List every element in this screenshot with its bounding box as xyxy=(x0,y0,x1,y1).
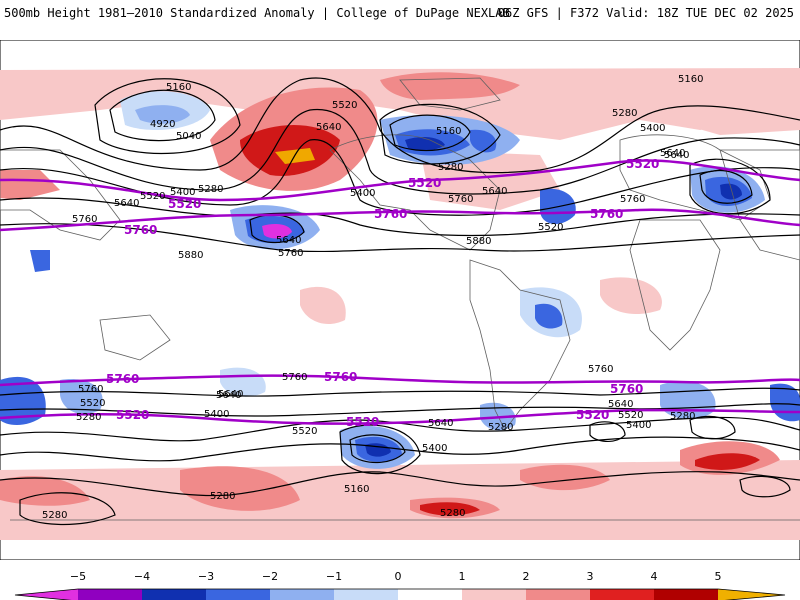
colorbar-segment-2 xyxy=(142,589,206,600)
colorbar-tick-neg2: −2 xyxy=(261,570,279,583)
contour-label-s-5400d: 5400 xyxy=(626,420,651,431)
colorbar-segment-4 xyxy=(270,589,334,600)
contour-label-pac-5760b: 5760 xyxy=(278,248,303,259)
colorbar-graphic xyxy=(14,588,786,600)
contour-label-s-5760a: 5760 xyxy=(78,384,103,395)
contour-label-s-5520a: 5520 xyxy=(80,398,105,409)
run-info: 06Z GFS | F372 Valid: 18Z TUE DEC 02 202… xyxy=(497,6,794,20)
colorbar-segment-7 xyxy=(462,589,526,600)
colorbar-segment-8 xyxy=(526,589,590,600)
contour-label-us-5400: 5400 xyxy=(350,188,375,199)
colorbar-segment-3 xyxy=(206,589,270,600)
contour-label-eu-5640: 5640 xyxy=(664,150,689,161)
contour-label-s-5520b: 5520 xyxy=(292,426,317,437)
map-title: 500mb Height 1981–2010 Standardized Anom… xyxy=(4,6,510,20)
contour-label-nat-5280: 5280 xyxy=(612,108,637,119)
highlight-contours xyxy=(0,159,800,425)
colorbar-segment-10 xyxy=(654,589,718,600)
contour-label-s-5640c: 5640 xyxy=(428,418,453,429)
contour-label-s-5400c: 5400 xyxy=(422,443,447,454)
contour-label-s-5280d: 5280 xyxy=(670,411,695,422)
contour-label-us-5640: 5640 xyxy=(482,186,507,197)
coastlines xyxy=(0,77,800,521)
contour-label-s-5640b: 5640 xyxy=(218,389,243,400)
highlight-label-s5760-c: 5760 xyxy=(610,382,643,396)
contour-label-s-5280g: 5280 xyxy=(440,508,465,519)
contour-label-s-5280e: 5280 xyxy=(210,491,235,502)
contour-label-ak-5520: 5520 xyxy=(332,100,357,111)
contour-label-us-5760: 5760 xyxy=(448,194,473,205)
highlight-label-s5520-b: 5520 xyxy=(346,415,379,429)
colorbar-tick-1: 1 xyxy=(458,570,466,583)
colorbar-tick-0: 0 xyxy=(394,570,402,583)
colorbar-segment-6 xyxy=(398,589,462,600)
height-contours xyxy=(0,77,800,526)
header: 500mb Height 1981–2010 Standardized Anom… xyxy=(0,0,800,30)
colorbar-tick-3: 3 xyxy=(586,570,594,583)
colorbar-segment-1 xyxy=(78,589,142,600)
highlight-label-n5520-c: 5520 xyxy=(626,157,659,171)
highlight-label-s5520-c: 5520 xyxy=(576,408,609,422)
contour-label-s-5640d: 5640 xyxy=(608,399,633,410)
contour-labels: 5160 4920 5040 5520 5640 5160 5280 5160 … xyxy=(42,74,703,521)
highlight-label-n5520-a: 5520 xyxy=(168,197,201,211)
contour-label-nw-5040: 5040 xyxy=(176,131,201,142)
contour-label-s-5760b: 5760 xyxy=(282,372,307,383)
colorbar-tick-neg1: −1 xyxy=(325,570,343,583)
highlight-labels: 5520 5520 5520 5760 5760 5760 5760 5760 … xyxy=(106,157,659,429)
contour-label-s-5520d: 5520 xyxy=(618,410,643,421)
map-panel[interactable]: 5160 4920 5040 5520 5640 5160 5280 5160 … xyxy=(0,40,800,560)
map-canvas[interactable]: 5160 4920 5040 5520 5640 5160 5280 5160 … xyxy=(0,40,800,560)
highlight-label-n5520-b: 5520 xyxy=(408,176,441,190)
contour-label-s-5280a: 5280 xyxy=(76,412,101,423)
highlight-label-s5520-a: 5520 xyxy=(116,408,149,422)
highlight-label-n5760-b: 5760 xyxy=(374,207,407,221)
colorbar: −5 −4 −3 −2 −1 0 1 2 3 4 5 xyxy=(0,570,800,600)
contour-label-s-5160: 5160 xyxy=(344,484,369,495)
colorbar-segment-11 xyxy=(718,589,785,600)
colorbar-segment-0 xyxy=(15,589,78,600)
contour-label-pac-5760: 5760 xyxy=(72,214,97,225)
contour-label-us-5880: 5880 xyxy=(466,236,491,247)
colorbar-tick-4: 4 xyxy=(650,570,658,583)
contour-label-pac-5280: 5280 xyxy=(198,184,223,195)
colorbar-tick-neg3: −3 xyxy=(197,570,215,583)
contour-label-nat-5640: 5640 xyxy=(660,148,685,159)
contour-label-ca-5160: 5160 xyxy=(436,126,461,137)
colorbar-tick-5: 5 xyxy=(714,570,722,583)
highlight-label-s5760-a: 5760 xyxy=(106,372,139,386)
colorbar-segment-5 xyxy=(334,589,398,600)
contour-label-pac-5520: 5520 xyxy=(140,191,165,202)
colorbar-tick-neg5: −5 xyxy=(69,570,87,583)
contour-label-s-5640a: 5640 xyxy=(216,390,241,401)
contour-label-pac-5640b: 5640 xyxy=(276,235,301,246)
highlight-label-s5760-b: 5760 xyxy=(324,370,357,384)
contour-label-pac-5400: 5400 xyxy=(170,187,195,198)
highlight-label-n5760-c: 5760 xyxy=(590,207,623,221)
contour-label-s-5760c: 5760 xyxy=(588,364,613,375)
contour-label-nw-4920: 4920 xyxy=(150,119,175,130)
colorbar-tick-neg4: −4 xyxy=(133,570,151,583)
contour-label-atl-5520: 5520 xyxy=(538,222,563,233)
colorbar-segment-9 xyxy=(590,589,654,600)
contour-label-nat-5400: 5400 xyxy=(640,123,665,134)
colorbar-tick-2: 2 xyxy=(522,570,530,583)
highlight-label-n5760-a: 5760 xyxy=(124,223,157,237)
contour-label-s-5280c: 5280 xyxy=(488,422,513,433)
contour-label-s-5280f: 5280 xyxy=(42,510,67,521)
contour-label-ak-5640: 5640 xyxy=(316,122,341,133)
contour-label-s-5400b: 5400 xyxy=(204,409,229,420)
contour-label-nat-5160: 5160 xyxy=(678,74,703,85)
contour-label-pac-5880: 5880 xyxy=(178,250,203,261)
contour-label-pac-5640: 5640 xyxy=(114,198,139,209)
contour-label-ca-5280: 5280 xyxy=(438,162,463,173)
contour-label-eu-5760: 5760 xyxy=(620,194,645,205)
contour-label-nw-5160: 5160 xyxy=(166,82,191,93)
